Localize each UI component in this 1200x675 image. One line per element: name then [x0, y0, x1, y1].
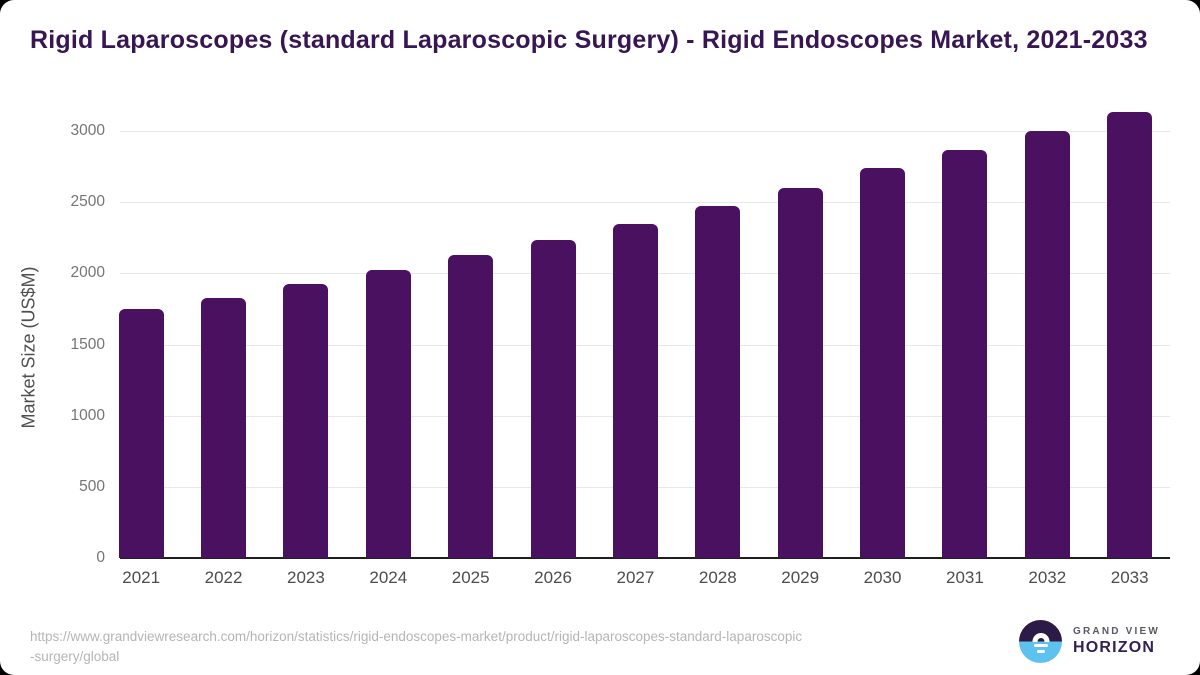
x-tick-2032: 2032 — [1028, 568, 1067, 587]
x-tick-2024: 2024 — [369, 568, 408, 587]
bar-column-2033 — [1089, 111, 1171, 558]
y-tick-2500: 2500 — [70, 193, 105, 211]
y-tick-500: 500 — [79, 477, 105, 495]
y-tick-0: 0 — [96, 549, 105, 566]
y-tick-1000: 1000 — [70, 406, 105, 424]
bar-column-2032 — [1006, 131, 1088, 558]
bar-column-2029 — [759, 131, 841, 558]
x-tick-2029: 2029 — [781, 568, 820, 587]
y-tick-2000: 2000 — [70, 264, 105, 282]
source-url-line1: https://www.grandviewresearch.com/horizo… — [30, 629, 803, 644]
logo-text: GRAND VIEW HORIZON — [1073, 626, 1160, 657]
x-tick-2021: 2021 — [122, 568, 161, 587]
logo-text-grand-view: GRAND VIEW — [1073, 626, 1160, 637]
bar-column-2024 — [347, 131, 429, 558]
x-tick-2025: 2025 — [451, 568, 490, 587]
bar-2029[interactable] — [777, 187, 823, 558]
x-tick-labels: 2021 2022 2023 2024 2025 2026 2027 2028 2029 2030… — [100, 568, 1171, 588]
bar-2028[interactable] — [695, 206, 741, 558]
bar-column-2026 — [512, 131, 594, 558]
bar-column-2028 — [677, 131, 759, 558]
x-tick-2027: 2027 — [616, 568, 655, 587]
bar-2025[interactable] — [448, 254, 494, 558]
logo-text-horizon: HORIZON — [1073, 639, 1156, 656]
x-axis-line — [120, 557, 1170, 559]
y-tick-1500: 1500 — [70, 335, 105, 353]
bar-2031[interactable] — [942, 150, 988, 558]
bar-2021[interactable] — [118, 308, 164, 558]
x-tick-2023: 2023 — [287, 568, 325, 587]
bar-2024[interactable] — [365, 269, 411, 558]
bar-column-2021 — [100, 131, 182, 558]
x-tick-2031: 2031 — [946, 568, 984, 587]
bar-column-2022 — [183, 131, 265, 558]
bar-2022[interactable] — [201, 298, 247, 558]
chart-title: Rigid Laparoscopes (standard Laparoscopi… — [30, 26, 1148, 54]
bar-column-2025 — [430, 131, 512, 558]
x-tick-2026: 2026 — [534, 568, 572, 587]
bar-column-2023 — [265, 131, 347, 558]
gridline-2500 — [120, 202, 1170, 204]
water-ripple-icon — [1033, 644, 1048, 647]
bar-2027[interactable] — [612, 223, 658, 558]
sun-arch-icon — [1032, 632, 1049, 642]
bar-column-2027 — [594, 131, 676, 558]
bar-2023[interactable] — [283, 284, 329, 558]
x-tick-2022: 2022 — [204, 568, 243, 587]
y-axis-title: Market Size (US$M) — [18, 266, 39, 429]
gridline-3000 — [120, 131, 1170, 132]
horizon-sun-icon — [1019, 620, 1062, 663]
y-tick-3000: 3000 — [70, 122, 105, 139]
bar-2030[interactable] — [860, 168, 906, 558]
x-tick-2028: 2028 — [698, 568, 737, 587]
source-url: https://www.grandviewresearch.com/horizo… — [30, 627, 980, 667]
bar-column-2030 — [842, 131, 924, 558]
bar-2033[interactable] — [1107, 111, 1153, 558]
bar-2032[interactable] — [1024, 131, 1070, 558]
water-ripple-icon — [1036, 650, 1045, 653]
x-tick-2030: 2030 — [863, 568, 902, 587]
bar-column-2031 — [924, 131, 1006, 558]
x-tick-2033: 2033 — [1110, 568, 1149, 587]
bar-2026[interactable] — [530, 239, 576, 558]
source-url-line2: -surgery/global — [30, 649, 120, 664]
bars-container — [100, 111, 1171, 558]
grand-view-horizon-logo: GRAND VIEW HORIZON — [1019, 620, 1160, 663]
